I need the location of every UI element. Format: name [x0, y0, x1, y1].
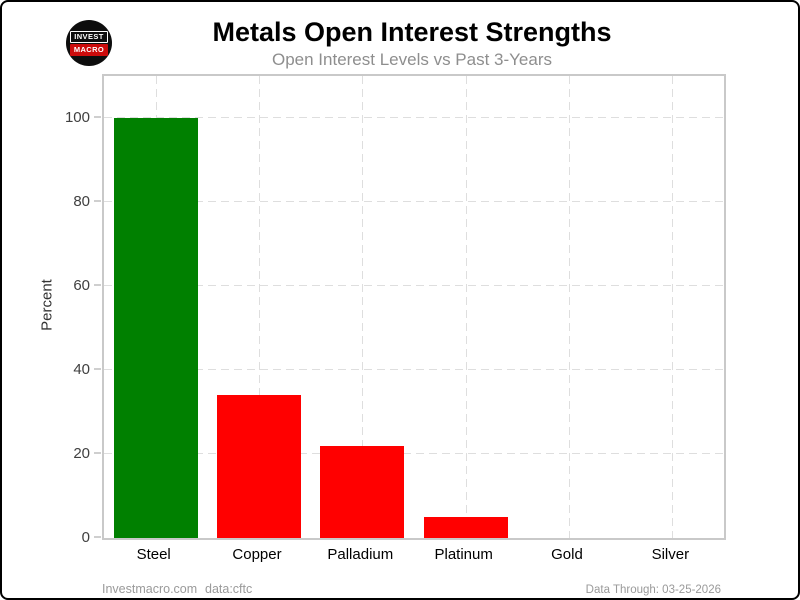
horizontal-gridline — [104, 285, 724, 286]
x-tick-label-platinum: Platinum — [434, 546, 493, 563]
footer-site-text: Investmacro.com — [102, 582, 198, 596]
chart-title: Metals Open Interest Strengths — [212, 17, 612, 47]
y-tick-mark — [94, 116, 101, 118]
x-tick-label-steel: Steel — [136, 546, 171, 563]
x-tick-label-palladium: Palladium — [327, 546, 394, 563]
y-tick-mark — [94, 284, 101, 286]
logo-invest-label: INVEST — [70, 30, 108, 43]
x-tick-label-silver: Silver — [651, 546, 690, 563]
y-tick-mark — [94, 452, 101, 454]
footer-data-source-text: data:cftc — [205, 582, 253, 596]
vertical-gridline — [259, 76, 260, 538]
chart-subtitle: Open Interest Levels vs Past 3-Years — [271, 50, 553, 69]
y-tick-mark — [94, 200, 101, 202]
x-tick-label-copper: Copper — [232, 546, 282, 563]
horizontal-gridline — [104, 369, 724, 370]
horizontal-gridline — [104, 117, 724, 118]
y-tick-label: 40 — [73, 361, 90, 378]
plot-area — [102, 74, 726, 540]
vertical-gridline — [672, 76, 674, 538]
footer-data-through-text: Data Through: 03-25-2026 — [585, 584, 721, 596]
x-tick-label-gold: Gold — [551, 546, 583, 563]
bar-copper — [217, 395, 301, 538]
y-tick-label: 100 — [64, 109, 90, 126]
y-tick-label: 80 — [73, 193, 90, 210]
bar-steel — [113, 118, 198, 538]
vertical-gridline — [465, 76, 467, 538]
y-tick-mark — [94, 536, 101, 538]
bar-platinum — [423, 517, 508, 538]
bar-palladium — [320, 445, 405, 538]
vertical-gridline — [569, 76, 570, 538]
y-tick-label: 0 — [81, 529, 90, 546]
logo-macro-label: MACRO — [69, 43, 109, 56]
horizontal-gridline — [104, 201, 724, 202]
vertical-gridline — [362, 76, 364, 538]
investmacro-logo-icon: INVEST MACRO — [66, 20, 112, 66]
horizontal-gridline — [104, 453, 724, 454]
y-tick-label: 20 — [73, 445, 90, 462]
y-tick-label: 60 — [73, 277, 90, 294]
y-tick-mark — [94, 368, 101, 370]
